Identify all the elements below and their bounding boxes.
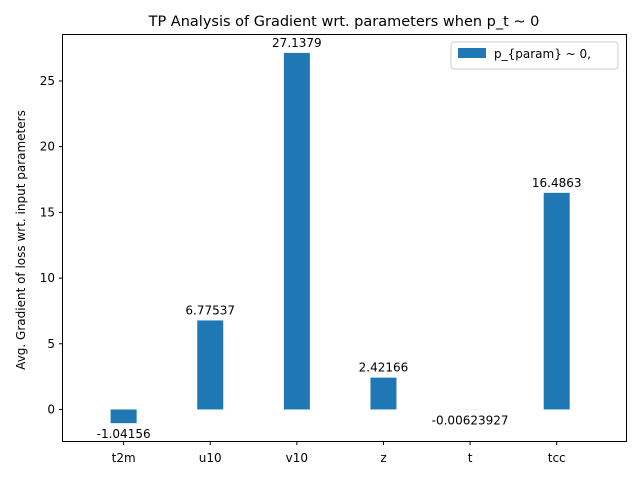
y-tick-label-0: 0: [47, 402, 55, 416]
legend-label: p_{param} ~ 0,: [494, 47, 591, 61]
value-label-tcc: 16.4863: [532, 176, 582, 190]
x-tick-label-z: z: [380, 451, 386, 465]
bar-t2m: [111, 409, 137, 423]
chart-title: TP Analysis of Gradient wrt. parameters …: [148, 14, 540, 30]
y-tick-label-15: 15: [40, 205, 55, 219]
value-label-z: 2.42166: [359, 361, 409, 375]
legend: p_{param} ~ 0,: [451, 42, 618, 69]
value-label-u10: 6.77537: [185, 303, 235, 317]
value-label-t2m: -1.04156: [97, 427, 151, 441]
y-tick-label-10: 10: [40, 271, 55, 285]
x-tick-label-t: t: [468, 451, 473, 465]
x-tick-label-t2m: t2m: [112, 451, 136, 465]
y-axis-label: Avg. Gradient of loss wrt. input paramet…: [14, 110, 28, 370]
bar-tcc: [544, 193, 570, 410]
value-label-v10: 27.1379: [272, 36, 322, 50]
y-tick-label-5: 5: [47, 337, 55, 351]
bar-z: [370, 378, 396, 410]
y-tick-label-25: 25: [40, 74, 55, 88]
bar-v10: [284, 53, 310, 410]
x-tick-label-tcc: tcc: [548, 451, 566, 465]
x-tick-label-v10: v10: [286, 451, 308, 465]
legend-swatch: [458, 48, 486, 58]
y-tick-label-20: 20: [40, 140, 55, 154]
x-tick-label-u10: u10: [199, 451, 222, 465]
value-label-t: -0.00623927: [432, 414, 509, 428]
bar-u10: [197, 320, 223, 409]
